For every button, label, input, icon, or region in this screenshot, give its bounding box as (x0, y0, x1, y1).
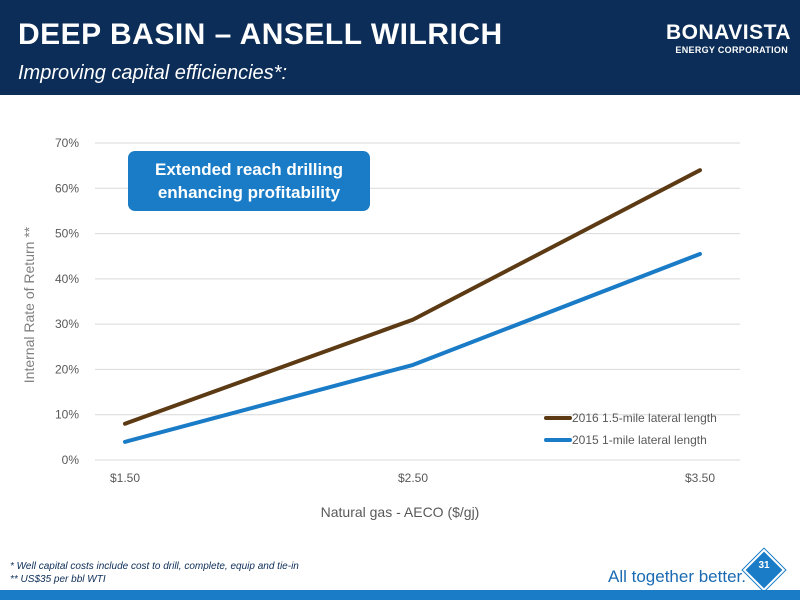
series-line-1 (123, 168, 702, 426)
series-line-2 (123, 251, 702, 444)
y-tick-label: 40% (55, 272, 79, 286)
footnote-capital-costs: * Well capital costs include cost to dri… (10, 561, 299, 572)
logo-subtitle: ENERGY CORPORATION (675, 45, 788, 55)
page-number: 31 (758, 560, 770, 571)
y-axis-title: Internal Rate of Return ** (21, 226, 37, 383)
callout-line-1: Extended reach drilling (155, 160, 343, 179)
x-tick-label: $3.50 (685, 471, 715, 485)
tagline-text: All together better. (608, 567, 746, 586)
y-tick-label: 30% (55, 317, 79, 331)
callout-box: Extended reach drilling enhancing profit… (128, 151, 370, 211)
logo-name: BONAVISTA (666, 21, 792, 44)
y-tick-label: 60% (55, 181, 79, 195)
footnotes: * Well capital costs include cost to dri… (10, 560, 299, 586)
legend-label: 2016 1.5-mile lateral length (572, 411, 717, 425)
slide-title: DEEP BASIN – ANSELL WILRICH (18, 18, 503, 51)
y-tick-label: 10% (55, 408, 79, 422)
company-logo: BONAVISTA ENERGY CORPORATION (666, 21, 792, 62)
x-tick-label: $1.50 (110, 471, 140, 485)
y-tick-label: 0% (62, 453, 80, 467)
irr-line-chart: 0% 10% 20% 30% 40% 50% 60% 70% $1.50 $2.50 $3.50 Na… (21, 136, 740, 520)
callout-line-2: enhancing profitability (157, 183, 341, 202)
slide-subtitle: Improving capital efficiencies*: (18, 62, 288, 84)
x-axis-title: Natural gas - AECO ($/gj) (321, 504, 480, 520)
y-tick-label: 70% (55, 136, 79, 150)
header-band (0, 0, 800, 95)
y-tick-label: 50% (55, 227, 79, 241)
footnote-wti: ** US$35 per bbl WTI (10, 574, 106, 585)
x-tick-label: $2.50 (398, 471, 428, 485)
y-tick-label: 20% (55, 362, 79, 376)
bottom-accent-bar (0, 590, 800, 600)
tagline: All together better.® (608, 567, 752, 587)
legend-label: 2015 1-mile lateral length (572, 433, 707, 447)
